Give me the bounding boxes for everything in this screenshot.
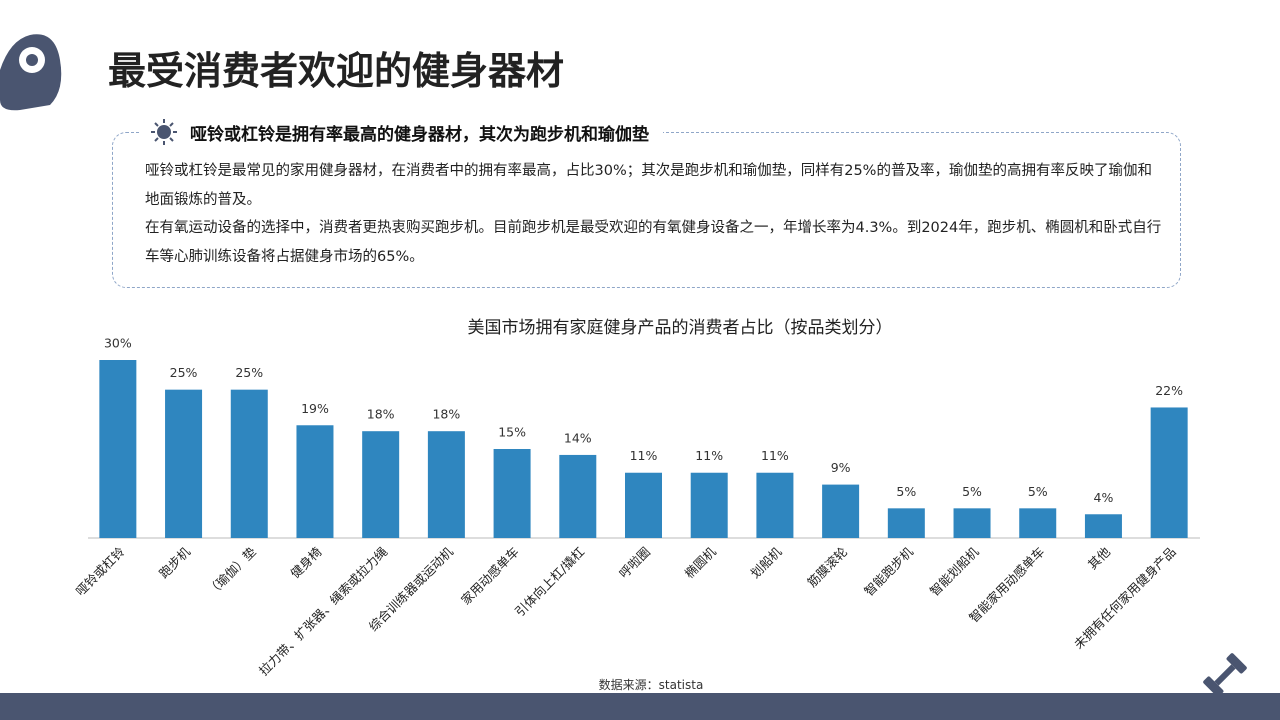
- bar: [1019, 508, 1057, 538]
- x-tick-label: 呼啦圈: [616, 544, 653, 581]
- value-label: 25%: [235, 365, 263, 380]
- sun-icon: [151, 119, 177, 145]
- bar: [822, 484, 860, 538]
- callout-heading-text: 哑铃或杠铃是拥有率最高的健身器材，其次为跑步机和瑜伽垫: [190, 124, 649, 145]
- value-label: 15%: [498, 425, 526, 440]
- bar: [953, 508, 991, 538]
- logo: [0, 34, 62, 111]
- source: 数据来源：statista: [598, 678, 704, 692]
- bar: [625, 472, 662, 538]
- value-label: 18%: [432, 407, 460, 422]
- value-label: 5%: [962, 484, 982, 499]
- x-tick-label: 引体向上杠/撬杠: [512, 544, 587, 619]
- bar: [690, 472, 728, 538]
- dumbbell-icon: [1203, 653, 1247, 697]
- bar: [887, 508, 925, 538]
- page-title: 最受消费者欢迎的健身器材: [108, 49, 565, 93]
- value-label: 18%: [367, 407, 395, 422]
- value-label: 11%: [761, 448, 789, 463]
- x-tick-label: 哑铃或杠铃: [73, 544, 128, 599]
- value-label: 22%: [1155, 383, 1183, 398]
- x-tick-label: 拉力带、扩张器、绳索或拉力绳: [256, 544, 390, 678]
- footer-bar: [0, 693, 1280, 720]
- value-label: 4%: [1094, 490, 1114, 505]
- x-tick-label: 其他: [1085, 544, 1114, 573]
- value-label: 5%: [896, 484, 916, 499]
- bar: [1084, 514, 1122, 538]
- bar: [756, 472, 794, 538]
- bar: [559, 454, 597, 538]
- value-label: 25%: [170, 365, 198, 380]
- bar: [1150, 407, 1188, 538]
- chart-title: 美国市场拥有家庭健身产品的消费者占比（按品类划分）: [468, 318, 893, 338]
- x-tick-label: 智能跑步机: [861, 544, 916, 599]
- x-tick-label: 健身椅: [287, 544, 324, 581]
- x-tick-label: 跑步机: [156, 544, 193, 581]
- bar: [362, 431, 400, 538]
- value-label: 30%: [104, 336, 132, 351]
- value-label: 9%: [831, 460, 851, 475]
- x-tick-label: 家用动感单车: [458, 544, 522, 608]
- value-label: 11%: [630, 448, 658, 463]
- value-label: 5%: [1028, 484, 1048, 499]
- paragraph: 在有氧运动设备的选择中，消费者更热衷购买跑步机。目前跑步机是最受欢迎的有氧健身设…: [145, 220, 1162, 265]
- bar: [493, 449, 531, 538]
- bar: [165, 389, 203, 538]
- x-tick-label: 筋膜滚轮: [804, 544, 850, 590]
- bar: [230, 389, 268, 538]
- bar: [99, 360, 137, 538]
- x-tick-label: 智能划船机: [927, 544, 982, 599]
- x-tick-label: （瑜伽）垫: [204, 544, 259, 599]
- x-tick-label: 椭圆机: [682, 544, 719, 581]
- value-label: 11%: [695, 448, 723, 463]
- bar: [427, 431, 465, 538]
- value-label: 14%: [564, 430, 592, 445]
- bar: [296, 425, 334, 538]
- callout-heading: 哑铃或杠铃是拥有率最高的健身器材，其次为跑步机和瑜伽垫: [140, 118, 663, 146]
- paragraph: 哑铃或杠铃是最常见的家用健身器材，在消费者中的拥有率最高，占比30%；其次是跑步…: [145, 163, 1152, 208]
- x-tick-label: 划船机: [747, 544, 784, 581]
- value-label: 19%: [301, 401, 329, 416]
